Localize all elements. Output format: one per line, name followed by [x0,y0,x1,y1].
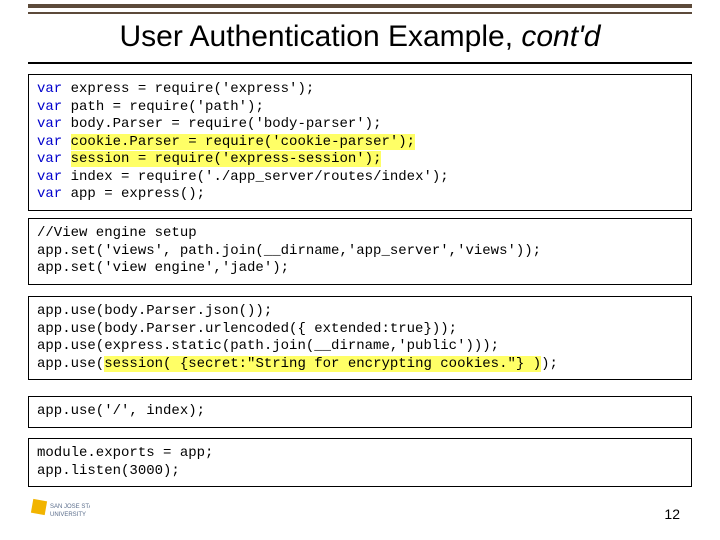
page-number: 12 [664,506,680,522]
code-text: var express = require('express'); var pa… [29,75,691,210]
logo-line1: SAN JOSE STATE [50,504,90,510]
code-text: module.exports = app; app.listen(3000); [29,439,691,486]
code-text: //View engine setup app.set('views', pat… [29,219,691,284]
code-block-1: var express = require('express'); var pa… [28,74,692,211]
highlight-session-require: session = require('express-session'); [71,151,382,167]
title-text: User Authentication Example, [119,20,521,53]
top-rule-thin [28,12,692,14]
slide: User Authentication Example, cont'd app.… [0,0,720,540]
code-block-5: module.exports = app; app.listen(3000); [28,438,692,487]
title-suffix: cont'd [521,20,600,53]
code-block-2: //View engine setup app.set('views', pat… [28,218,692,285]
code-block-3: app.use(body.Parser.json()); app.use(bod… [28,296,692,380]
sjsu-logo: SAN JOSE STATE UNIVERSITY [30,494,90,526]
highlight-cookie-parser: cookie.Parser = require('cookie-parser')… [71,134,415,150]
top-rule-thick [28,4,692,8]
code-text: app.use(body.Parser.json()); app.use(bod… [29,297,691,379]
code-block-4: app.use('/', index); [28,396,692,428]
title-underline [28,62,692,64]
slide-title: User Authentication Example, cont'd [0,20,720,54]
highlight-session-use: session( {secret:"String for encrypting … [104,356,541,372]
logo-line2: UNIVERSITY [50,512,86,518]
code-text: app.use('/', index); [29,397,691,427]
